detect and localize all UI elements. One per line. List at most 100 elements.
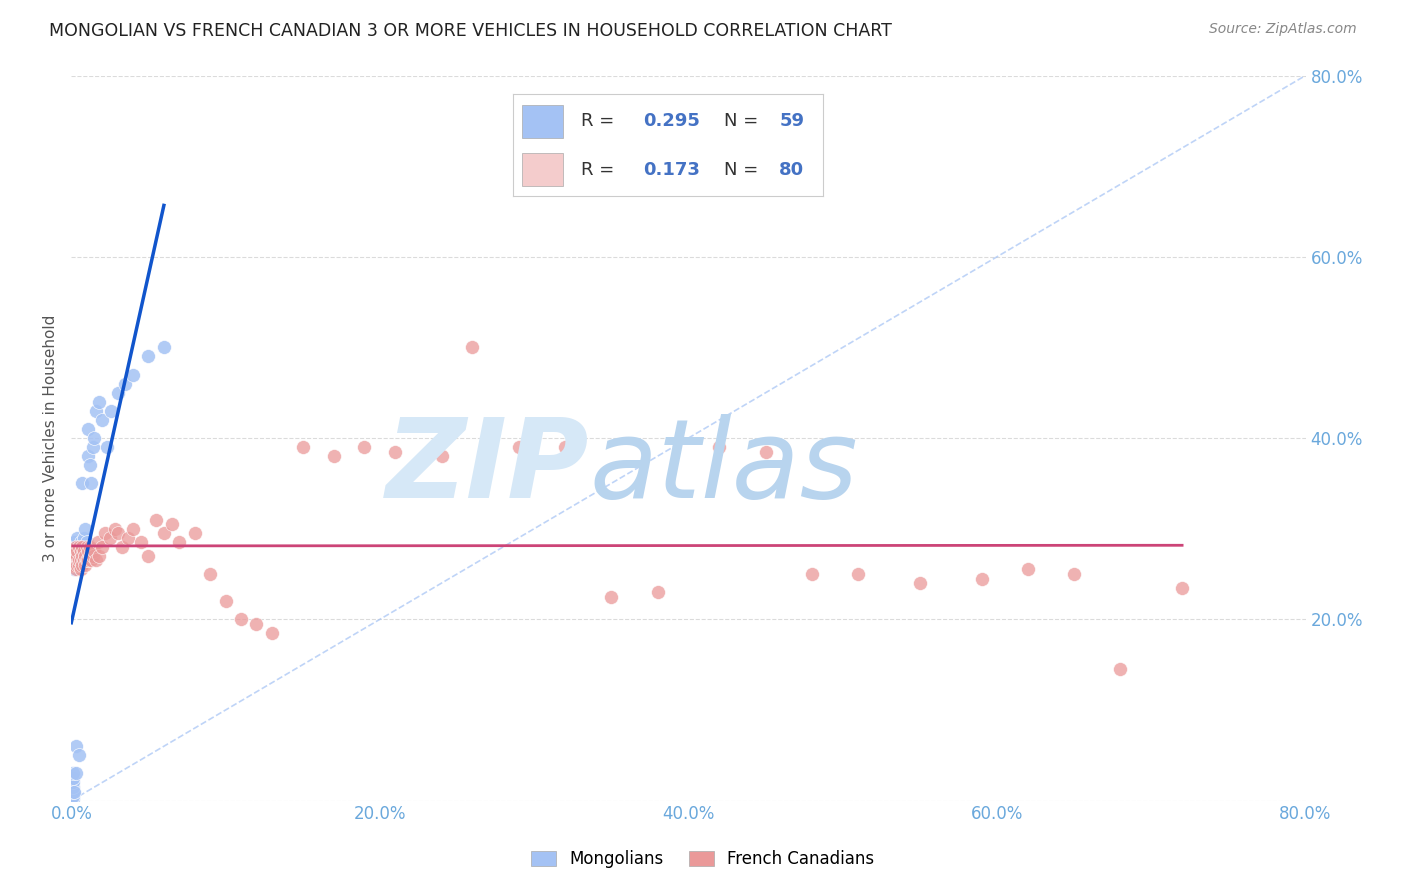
Point bbox=[80, 553, 103, 567]
Point bbox=[69, 544, 91, 558]
Point bbox=[70, 558, 93, 572]
Point bbox=[69, 535, 91, 549]
Point bbox=[94, 526, 117, 541]
Y-axis label: 3 or more Vehicles in Household: 3 or more Vehicles in Household bbox=[44, 314, 58, 562]
Point bbox=[62, 553, 84, 567]
Point bbox=[245, 616, 267, 631]
Point bbox=[79, 540, 101, 554]
Point bbox=[91, 540, 114, 554]
Point bbox=[508, 440, 530, 454]
Point bbox=[76, 553, 98, 567]
Point bbox=[66, 540, 89, 554]
Point bbox=[846, 567, 869, 582]
Point bbox=[600, 590, 623, 604]
Point bbox=[76, 540, 98, 554]
Text: 0.173: 0.173 bbox=[643, 161, 700, 178]
Point bbox=[67, 553, 90, 567]
Point bbox=[1171, 581, 1194, 595]
Point bbox=[86, 535, 108, 549]
Point bbox=[70, 476, 93, 491]
Point bbox=[76, 549, 98, 563]
Text: 80: 80 bbox=[779, 161, 804, 178]
Point bbox=[72, 531, 94, 545]
Text: atlas: atlas bbox=[589, 414, 858, 521]
Point bbox=[62, 780, 84, 794]
Point bbox=[65, 549, 87, 563]
Point bbox=[96, 440, 118, 454]
Point bbox=[67, 540, 90, 554]
Point bbox=[67, 553, 90, 567]
Text: Source: ZipAtlas.com: Source: ZipAtlas.com bbox=[1209, 22, 1357, 37]
Point bbox=[908, 576, 931, 591]
Point bbox=[66, 549, 89, 563]
Point bbox=[65, 562, 87, 576]
Point bbox=[291, 440, 314, 454]
Point bbox=[153, 340, 176, 354]
Text: MONGOLIAN VS FRENCH CANADIAN 3 OR MORE VEHICLES IN HOUSEHOLD CORRELATION CHART: MONGOLIAN VS FRENCH CANADIAN 3 OR MORE V… bbox=[49, 22, 891, 40]
Point bbox=[1017, 562, 1039, 576]
Point bbox=[430, 449, 453, 463]
Point bbox=[122, 368, 145, 382]
Point bbox=[138, 350, 160, 364]
Point bbox=[138, 549, 160, 563]
Point bbox=[66, 531, 89, 545]
Point bbox=[160, 517, 183, 532]
Point bbox=[62, 558, 84, 572]
Point bbox=[84, 404, 107, 418]
Point bbox=[63, 553, 86, 567]
Text: R =: R = bbox=[581, 112, 614, 130]
Point bbox=[91, 413, 114, 427]
Point bbox=[63, 549, 86, 563]
Text: N =: N = bbox=[724, 112, 758, 130]
Point bbox=[75, 549, 97, 563]
Point bbox=[322, 449, 344, 463]
Point bbox=[129, 535, 152, 549]
Point bbox=[260, 626, 283, 640]
Point bbox=[1063, 567, 1085, 582]
Point bbox=[63, 558, 86, 572]
Point bbox=[82, 440, 104, 454]
Point bbox=[87, 549, 110, 563]
Point bbox=[62, 789, 84, 803]
Point bbox=[67, 748, 90, 763]
Text: R =: R = bbox=[581, 161, 614, 178]
Point bbox=[184, 526, 207, 541]
Point bbox=[75, 522, 97, 536]
Point bbox=[79, 549, 101, 563]
Point bbox=[76, 535, 98, 549]
Point bbox=[62, 549, 84, 563]
Point bbox=[66, 544, 89, 558]
Point bbox=[69, 562, 91, 576]
Point bbox=[87, 394, 110, 409]
Point bbox=[84, 553, 107, 567]
Point bbox=[66, 544, 89, 558]
Point bbox=[214, 594, 236, 608]
Point bbox=[63, 553, 86, 567]
Point bbox=[77, 553, 100, 567]
FancyBboxPatch shape bbox=[523, 153, 562, 186]
Point bbox=[63, 549, 86, 563]
Point bbox=[111, 540, 134, 554]
Point bbox=[62, 558, 84, 572]
Point bbox=[1109, 662, 1132, 676]
Point bbox=[353, 440, 375, 454]
Point bbox=[145, 513, 167, 527]
Point bbox=[77, 449, 100, 463]
Point bbox=[82, 549, 104, 563]
Point bbox=[62, 784, 84, 798]
Point bbox=[65, 553, 87, 567]
Point bbox=[107, 526, 129, 541]
Text: ZIP: ZIP bbox=[387, 414, 589, 521]
Point bbox=[67, 549, 90, 563]
Text: 0.295: 0.295 bbox=[643, 112, 700, 130]
Point bbox=[70, 549, 93, 563]
Point bbox=[63, 784, 86, 798]
Point bbox=[647, 585, 669, 599]
Point bbox=[554, 440, 576, 454]
Point bbox=[62, 792, 84, 806]
Point bbox=[63, 544, 86, 558]
Point bbox=[69, 544, 91, 558]
Point bbox=[107, 385, 129, 400]
Point bbox=[198, 567, 221, 582]
Point bbox=[384, 444, 406, 458]
